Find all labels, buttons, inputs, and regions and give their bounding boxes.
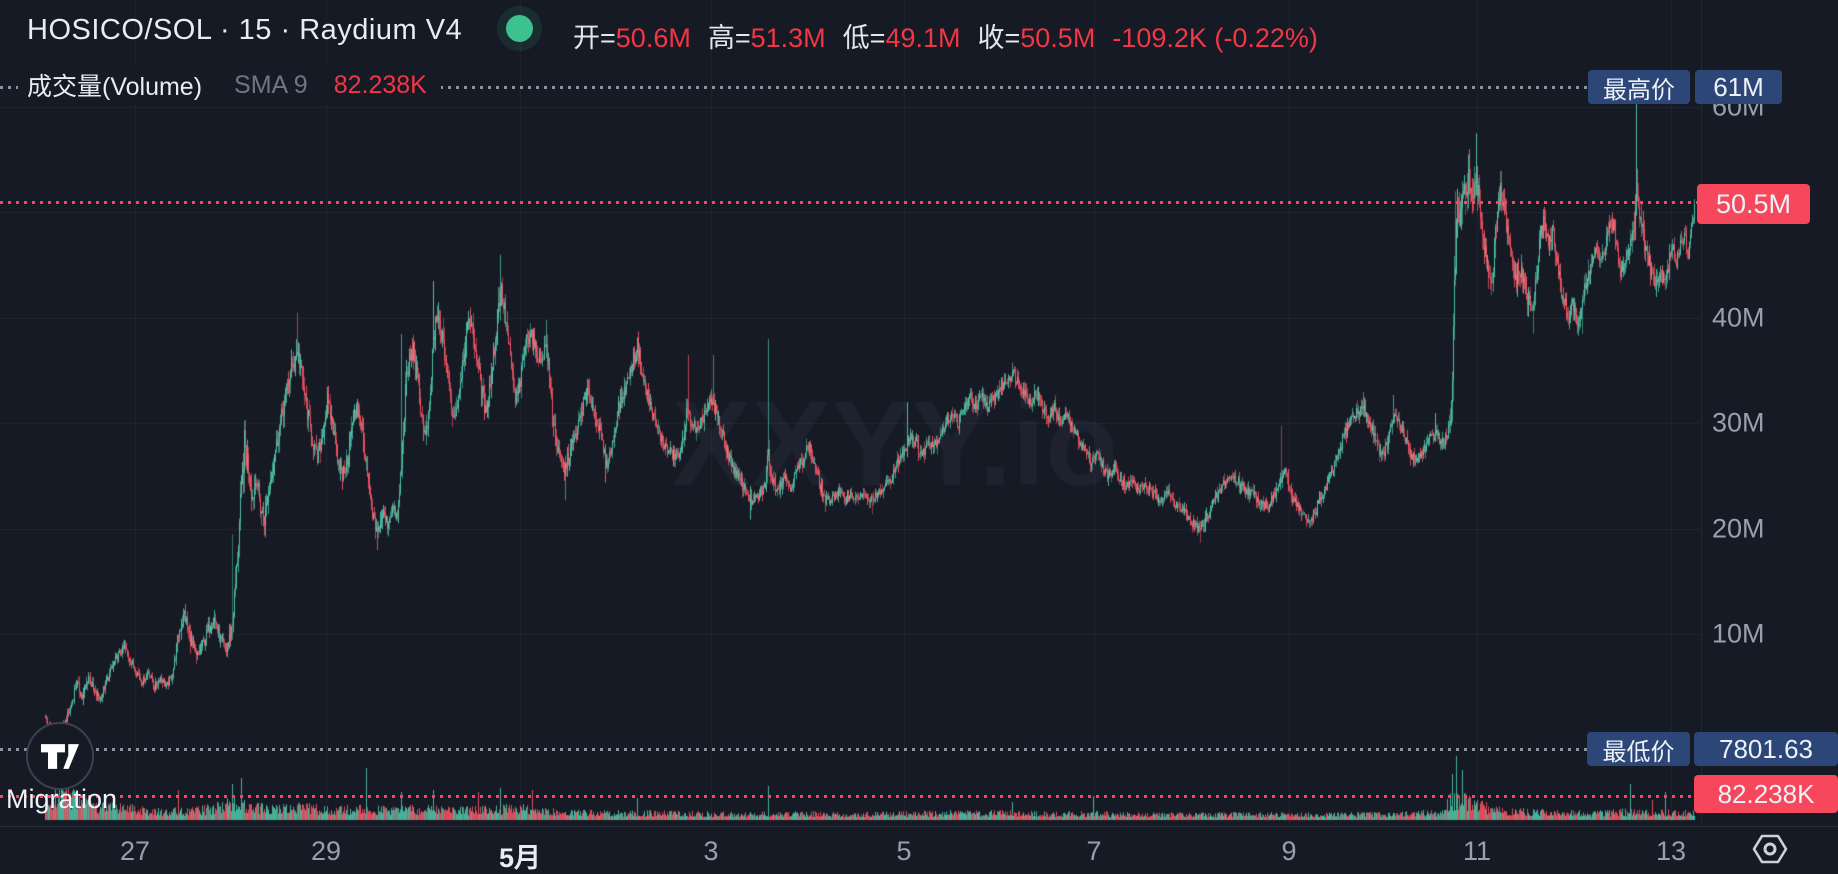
volume-sma-label: SMA 9 <box>234 70 308 99</box>
ohlc-close-value: 50.5M <box>1020 23 1096 53</box>
symbol-legend: HOSICO/SOL · 15 · Raydium V4 <box>27 14 462 47</box>
time-axis-label: 9 <box>1281 836 1297 866</box>
time-axis-label: 11 <box>1462 836 1492 866</box>
ohlc-close-label: 收= <box>977 23 1021 53</box>
volume-current-value: 82.238K <box>333 70 427 99</box>
session-high-dotted-line <box>0 86 1588 89</box>
volume-legend-title[interactable]: 成交量(Volume) <box>27 73 203 101</box>
ohlc-high-label: 高= <box>707 23 751 53</box>
ohlc-readout: 开=50.6M 高=51.3M 低=49.1M 收=50.5M -109.2K (-0.… <box>573 16 1318 55</box>
ohlc-open-label: 开= <box>573 23 616 53</box>
volume-legend: 成交量(Volume) SMA 9 82.238K <box>18 65 441 105</box>
session-low-dotted-line <box>0 748 1587 751</box>
last-price-dotted-line <box>0 201 1697 204</box>
price-axis-label: 10M <box>1712 618 1765 649</box>
ohlc-low-label: 低= <box>842 23 886 53</box>
price-axis-label: 30M <box>1712 407 1765 438</box>
symbol-title[interactable]: HOSICO/SOL · 15 · Raydium V4 <box>27 14 463 46</box>
high-price-badge-label: 最高价 <box>1588 70 1690 104</box>
time-axis-label: 29 <box>310 836 342 866</box>
time-axis-label: 3 <box>703 836 719 866</box>
ohlc-open-value: 50.6M <box>615 23 691 53</box>
tradingview-logo[interactable] <box>26 722 94 790</box>
low-price-badge-value: 7801.63 <box>1694 732 1838 766</box>
time-axis-separator <box>0 826 1838 827</box>
ohlc-change: -109.2K (-0.22%) <box>1112 23 1318 53</box>
tradingview-logo-icon <box>41 743 79 769</box>
volume-value-badge: 82.238K <box>1694 775 1838 813</box>
migration-event-label: Migration <box>6 784 118 814</box>
time-axis-label: 13 <box>1655 836 1687 866</box>
time-axis-label: 5月 <box>498 843 542 873</box>
high-price-badge-value: 61M <box>1695 70 1782 104</box>
time-axis-label: 7 <box>1086 836 1102 866</box>
ohlc-low-value: 49.1M <box>885 23 961 53</box>
status-dot-icon <box>506 15 533 42</box>
time-axis-settings-icon[interactable] <box>1752 833 1788 865</box>
ohlc-high-value: 51.3M <box>750 23 826 53</box>
time-axis-label: 5 <box>896 836 912 866</box>
price-axis-label: 20M <box>1712 513 1765 544</box>
volume-value-dotted-line <box>0 795 1694 798</box>
low-price-badge-label: 最低价 <box>1587 732 1690 766</box>
last-price-badge: 50.5M <box>1697 184 1810 224</box>
price-axis-separator <box>1701 0 1702 826</box>
price-axis-label: 40M <box>1712 302 1765 333</box>
time-axis-label: 27 <box>119 836 151 866</box>
